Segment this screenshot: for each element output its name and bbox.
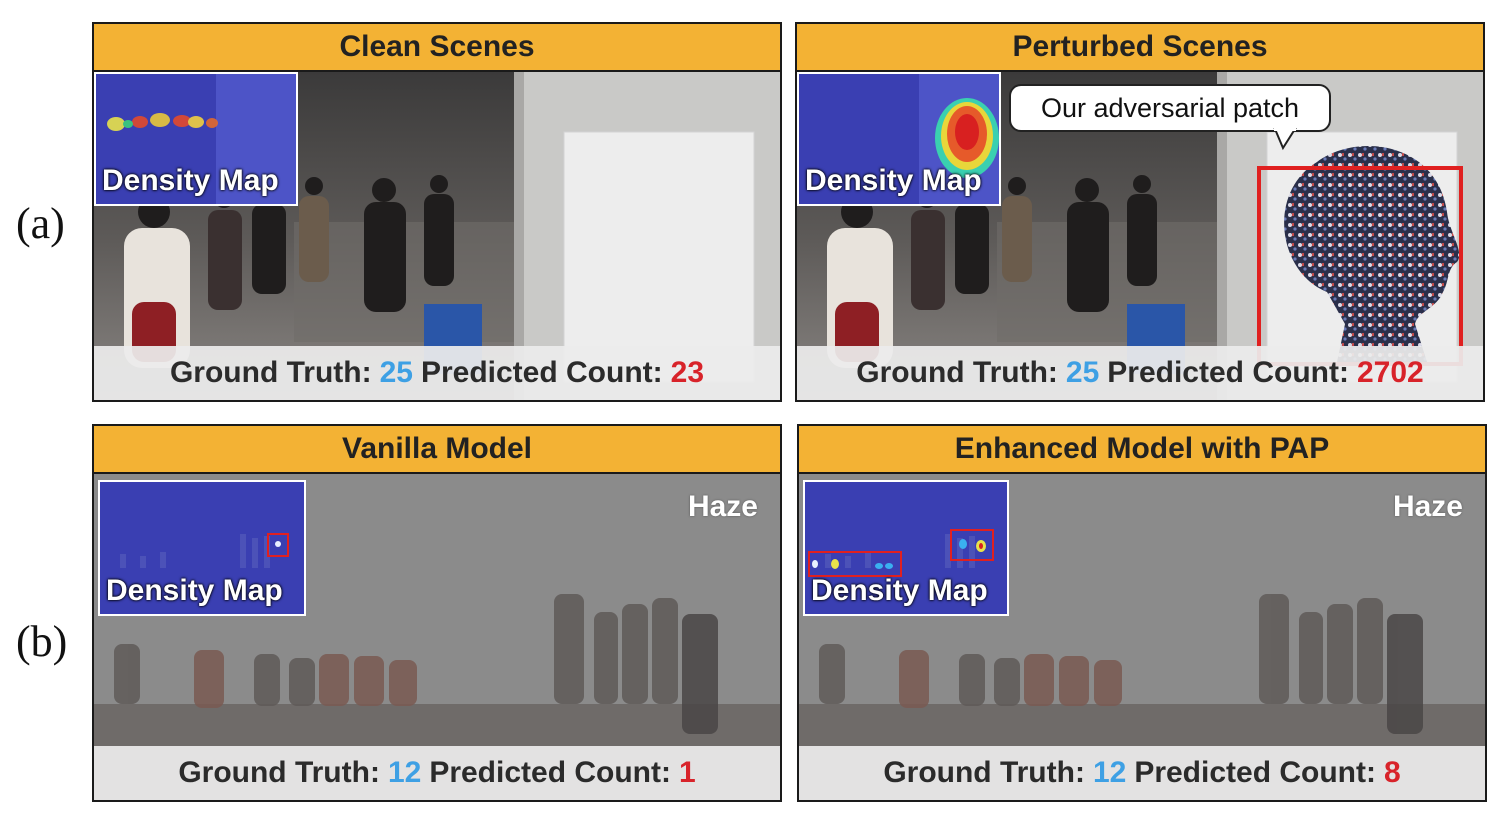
ground-truth-label: Ground Truth: — [856, 356, 1058, 389]
predicted-count-value: 2702 — [1356, 356, 1424, 389]
row-label-a: (a) — [16, 199, 65, 248]
count-footer: Ground Truth: 25 Predicted Count: 23 — [94, 346, 780, 400]
density-map-label: Density Map — [811, 574, 988, 607]
density-highlight-box — [808, 551, 902, 577]
ground-truth-label: Ground Truth: — [169, 356, 372, 389]
haze-scene-image: Haze Density Map G — [799, 474, 1485, 800]
density-map-label: Density Map — [106, 574, 283, 607]
row-label-b: (b) — [16, 617, 68, 666]
enhanced-model-panel: Enhanced Model with PAP Haze — [797, 424, 1487, 802]
panel-title: Enhanced Model with PAP — [799, 426, 1485, 474]
ground-truth-value: 12 — [387, 756, 422, 789]
density-map-inset: Density Map — [98, 480, 306, 616]
ground-truth-label: Ground Truth: — [178, 756, 380, 789]
adversarial-patch — [1284, 146, 1460, 362]
density-map-inset: Density Map — [803, 480, 1009, 616]
density-map-inset: Density Map — [94, 72, 298, 206]
density-map-label: Density Map — [805, 164, 982, 197]
panel-title: Clean Scenes — [94, 24, 780, 72]
panel-title: Vanilla Model — [94, 426, 780, 474]
count-footer: Ground Truth: 12 Predicted Count: 8 — [799, 746, 1485, 800]
haze-scene-image: Haze Density Map Ground Truth: 12 Predic… — [94, 474, 780, 800]
ground-truth-value: 25 — [1065, 356, 1100, 389]
ground-truth-label: Ground Truth: — [883, 756, 1085, 789]
count-footer: Ground Truth: 12 Predicted Count: 1 — [94, 746, 780, 800]
density-highlight-box — [267, 533, 289, 557]
ground-truth-value: 12 — [1092, 756, 1127, 789]
vanilla-model-panel: Vanilla Model Haze — [92, 424, 782, 802]
haze-label: Haze — [687, 490, 758, 523]
density-map-inset: Density Map — [797, 72, 1001, 206]
subway-scene-image: Density Map Our adversarial patch Ground… — [797, 72, 1483, 400]
predicted-count-value: 8 — [1383, 756, 1401, 789]
subway-scene-image: Density Map Ground Truth: 25 Predicted C… — [94, 72, 780, 400]
predicted-count-label: Predicted Count: — [429, 756, 671, 789]
panel-title: Perturbed Scenes — [797, 24, 1483, 72]
predicted-count-label: Predicted Count: — [420, 356, 663, 389]
clean-scenes-panel: Clean Scenes — [92, 22, 782, 402]
density-map-label: Density Map — [102, 164, 279, 197]
predicted-count-value: 1 — [678, 756, 696, 789]
ground-truth-value: 25 — [379, 356, 413, 389]
perturbed-scenes-panel: Perturbed Scenes — [795, 22, 1485, 402]
count-footer: Ground Truth: 25 Predicted Count: 2702 — [797, 346, 1483, 400]
density-highlight-box — [950, 529, 994, 561]
adversarial-patch-callout: Our adversarial patch — [1009, 84, 1331, 132]
predicted-count-label: Predicted Count: — [1107, 356, 1349, 389]
haze-label: Haze — [1392, 490, 1463, 523]
predicted-count-value: 23 — [670, 356, 705, 389]
predicted-count-label: Predicted Count: — [1134, 756, 1376, 789]
